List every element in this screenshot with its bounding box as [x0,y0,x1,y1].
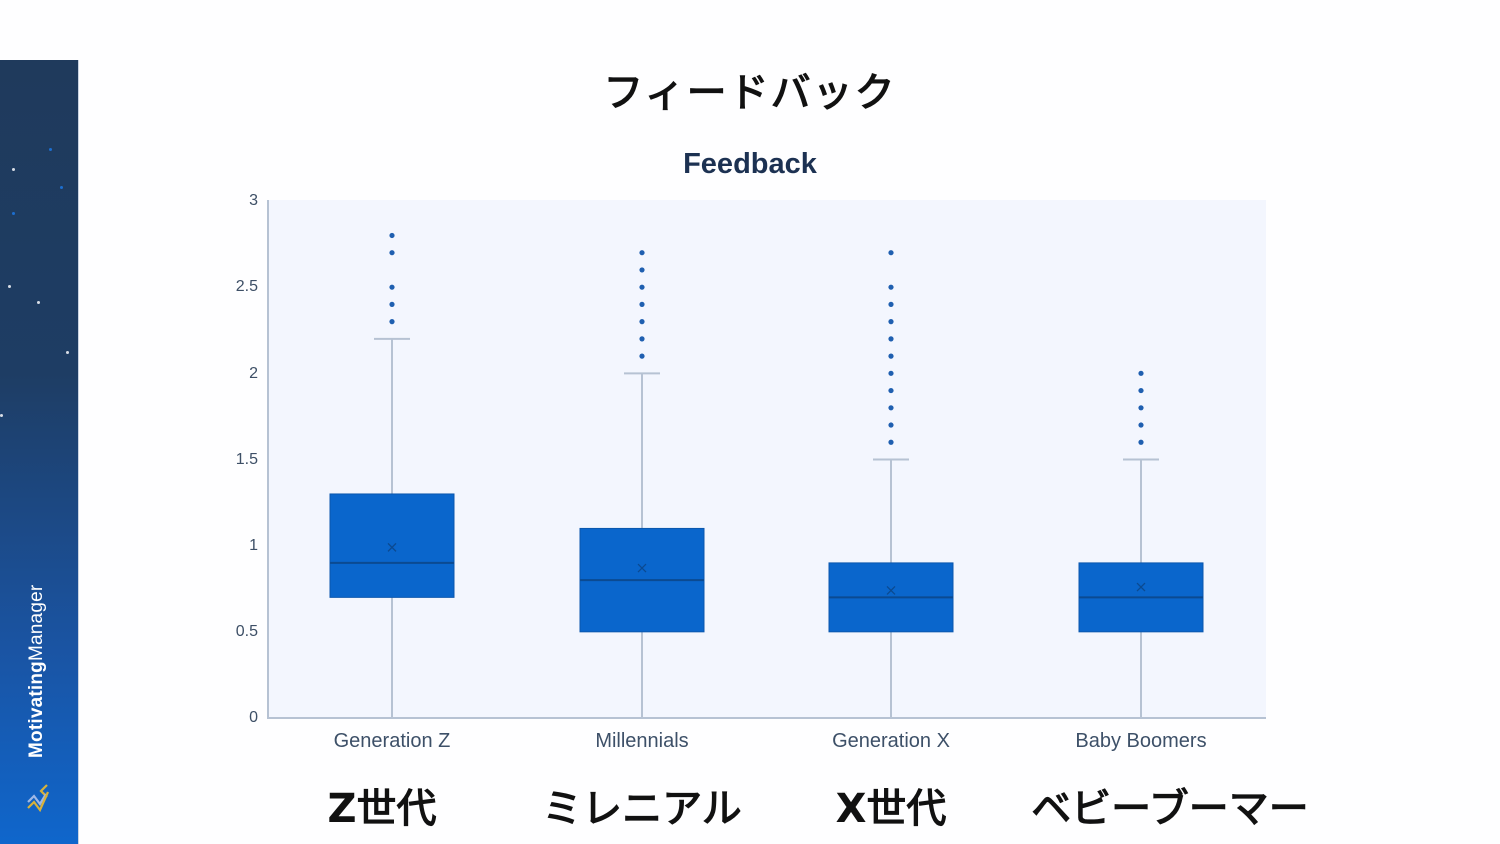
star-decoration [60,186,63,189]
outlier-point [1138,439,1144,445]
outlier-point [1138,422,1144,428]
outlier-point [389,250,395,256]
star-decoration [12,168,15,171]
x-tick-label: Generation Z [333,730,451,752]
y-tick-label: 0.5 [235,623,258,640]
outlier-point [888,370,894,376]
mean-marker-icon [387,542,397,552]
outlier-point [389,232,395,239]
outlier-point [888,336,894,342]
y-tick-label: 3 [249,192,258,209]
star-decoration [49,148,52,151]
outlier-point [389,301,395,307]
x-label-jp: Z世代 [327,786,437,832]
x-label-jp: X世代 [835,786,947,832]
brand-logo-block: MotivatingManager [24,524,54,814]
y-tick-label: 1.5 [235,451,258,468]
outlier-point [639,284,645,290]
x-label-jp: ベビーブーマー [1031,786,1309,832]
outlier-point [1138,387,1144,394]
y-tick-label: 2 [249,365,258,382]
outlier-point [639,250,645,256]
outlier-point [389,284,395,290]
chart-title: Feedback [683,148,817,180]
outlier-point [888,353,894,359]
outlier-point [639,319,645,325]
outlier-point [888,301,894,307]
mean-marker-icon [1136,582,1146,592]
brand-mountain-icon [27,784,50,813]
outlier-point [888,319,894,325]
outlier-point [888,250,894,256]
mean-marker-icon [886,586,896,595]
outlier-point [888,405,894,411]
y-tick-label: 1 [249,537,258,554]
star-decoration [0,414,3,417]
x-tick-label: Baby Boomers [1075,730,1207,752]
y-axis-line [267,200,269,719]
page-title-jp: フィードバック [603,70,897,116]
outlier-point [1138,405,1144,411]
outlier-point [1138,370,1144,376]
outlier-point [888,439,894,445]
outlier-point [639,336,645,342]
x-label-jp: ミレニアル [542,786,742,832]
outlier-point [639,267,645,273]
x-tick-label: Generation X [832,730,950,752]
star-decoration [12,212,15,215]
y-tick-label: 2.5 [235,278,258,295]
outlier-point [639,353,645,359]
x-tick-label: Millennials [595,730,689,752]
star-decoration [8,285,11,288]
outlier-point [389,319,395,325]
mean-marker-icon [637,563,647,573]
outlier-point [639,301,645,307]
star-decoration [66,351,69,354]
outlier-point [888,284,894,290]
star-decoration [37,301,40,304]
outlier-point [888,422,894,428]
outlier-point [888,387,894,394]
iqr-box [329,493,455,598]
x-axis-line [267,717,1266,719]
y-tick-label: 0 [249,709,258,726]
brand-sidebar: MotivatingManager [0,60,79,844]
